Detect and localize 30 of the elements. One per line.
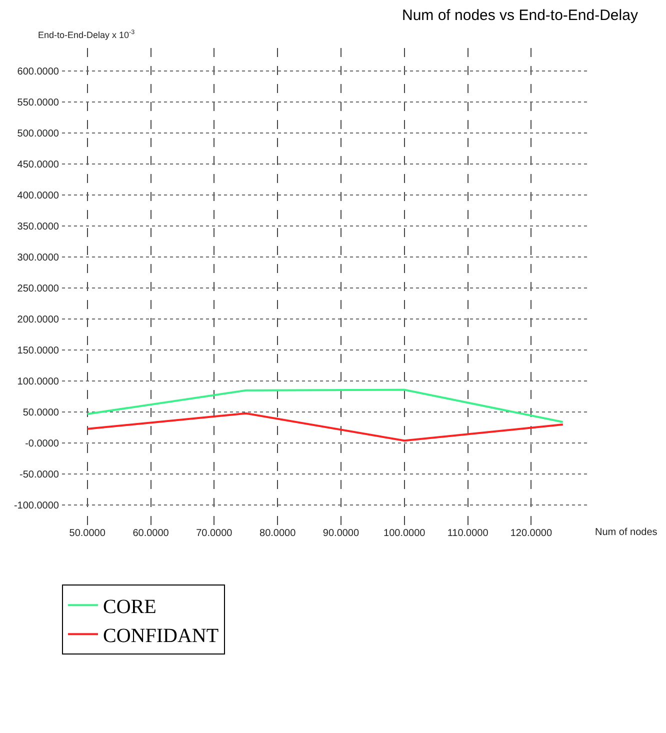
x-tick-label: 110.0000 [447,528,489,539]
legend-label: CORE [103,596,156,618]
x-tick-label: 80.0000 [260,528,296,539]
line-series [86,388,564,424]
x-tick-label: 70.0000 [196,528,233,539]
y-tick-label: 450.0000 [17,159,60,170]
y-tick-label: 500.0000 [17,128,60,140]
legend-label: CONFIDANT [103,624,219,647]
y-tick-label: 100.0000 [17,376,60,388]
y-tick-label: 550.0000 [17,97,60,108]
y-tick-label: 600.0000 [17,66,60,78]
y-axis-title: End-to-End-Delay x 10$^{-3}$ [38,29,136,40]
y-tick-label: 300.0000 [17,252,60,264]
x-axis-title: Num of nodes [595,527,658,538]
y-tick-label: -50.0000 [20,470,60,481]
x-tick-label: 120.0000 [510,528,552,539]
x-tick-label: 90.0000 [322,528,360,539]
line-series [86,412,564,442]
y-tick-label: -0.0000 [25,438,60,450]
y-tick-label: -100.0000 [14,500,60,512]
y-tick-label: 350.0000 [17,222,60,233]
y-tick-label: 150.0000 [17,346,60,357]
x-tick-label: 100.0000 [384,528,426,539]
x-tick-label: 50.0000 [69,528,106,539]
y-tick-label: 200.0000 [17,314,60,326]
chart-title: Num of nodes vs End-to-End-Delay [402,7,638,24]
y-tick-label: 50.0000 [22,408,60,419]
y-tick-label: 250.0000 [17,284,60,295]
y-tick-label: 400.0000 [17,190,60,202]
x-tick-label: 60.0000 [132,528,170,539]
